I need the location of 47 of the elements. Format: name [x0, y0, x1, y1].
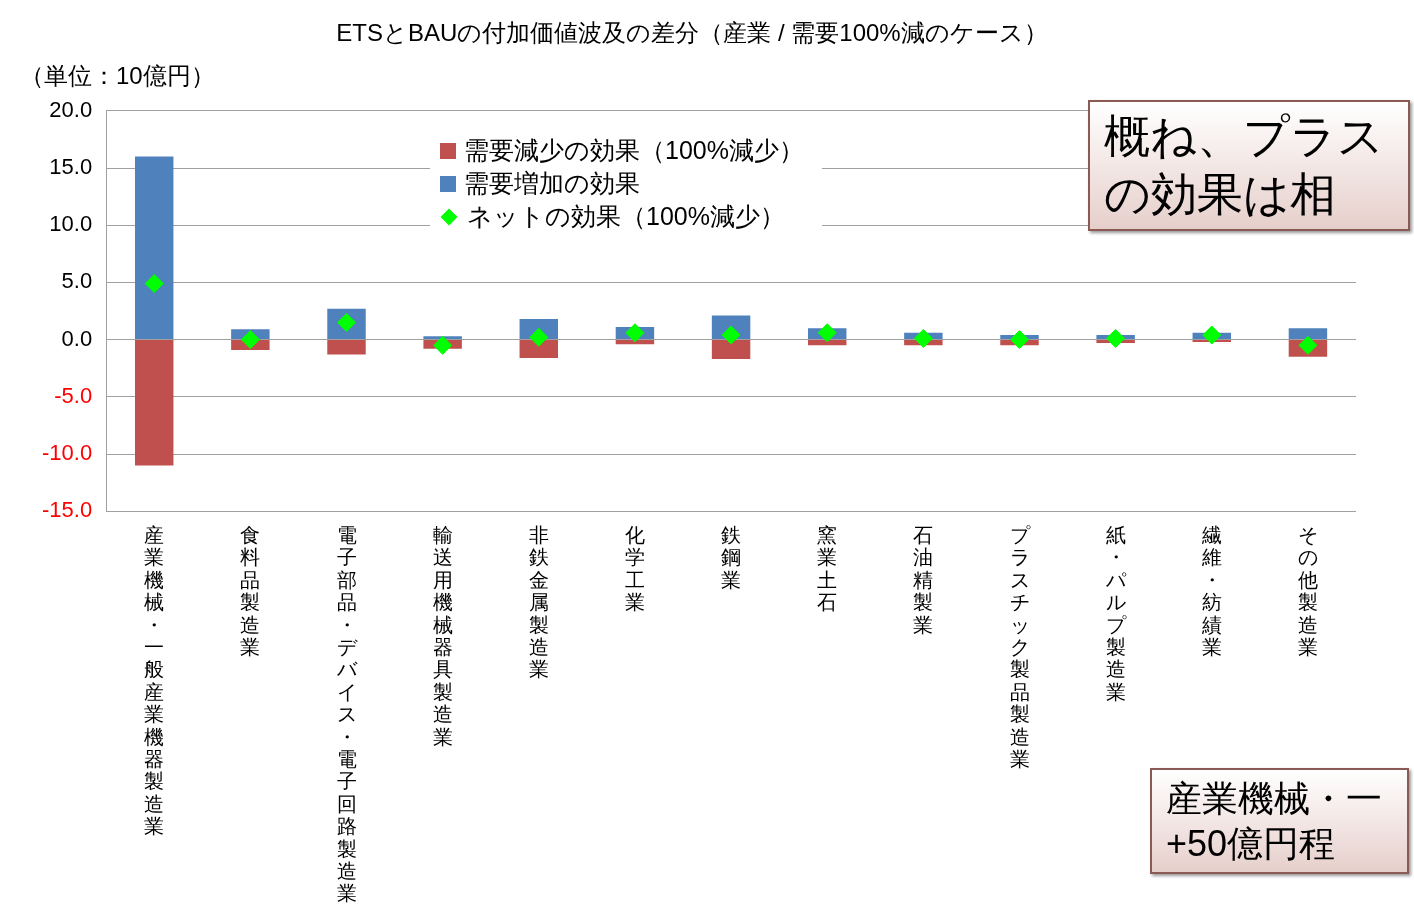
- bar: [134, 340, 174, 466]
- annotation: 概ね、プラスの効果は相: [1088, 100, 1410, 231]
- category-label: 産業機械・一般産業機器製造業: [144, 523, 165, 838]
- legend-label: 需要増加の効果: [464, 168, 640, 199]
- y-axis-title: （単位：10億円）: [20, 61, 215, 91]
- point: [1010, 330, 1029, 350]
- chart-title: ETSとBAUの付加価値波及の差分（産業 / 需要100%減のケース）: [336, 19, 1048, 47]
- x-tick-label: 鉄鋼業: [721, 523, 742, 591]
- y-tick-label: 10.0: [49, 211, 93, 237]
- point: [1298, 335, 1318, 355]
- x-tick-label: 紙・パルプ製造業: [1104, 523, 1127, 703]
- text: 産業機械・一+50億円程: [1150, 768, 1409, 874]
- point: [1202, 325, 1222, 345]
- x-tick-label: 食料品製造業: [240, 523, 261, 658]
- x-tick-label: 繊維・紡績業: [1200, 523, 1222, 658]
- bar: [711, 340, 751, 360]
- y-tick-label: -15.0: [41, 497, 93, 523]
- y-tick-label: 0.0: [61, 325, 93, 351]
- point: [240, 330, 260, 350]
- x-tick-label: 石油精製業: [913, 523, 934, 636]
- category-label: 電子部品・デバイス・電子回路製造業: [336, 523, 357, 905]
- x-tick-label: 非鉄金属製造業: [528, 523, 549, 681]
- legend-label: 需要減少の効果（100%減少）: [464, 135, 804, 166]
- y-tick-label: 20.0: [49, 96, 93, 122]
- y-tick-label: -10.0: [41, 440, 93, 466]
- x-tick-label: その他製造業: [1297, 523, 1318, 658]
- bar: [327, 340, 366, 355]
- y-tick-label: 5.0: [61, 268, 93, 294]
- bar: [519, 340, 559, 358]
- bar: [807, 340, 847, 346]
- point: [625, 323, 645, 343]
- point: [913, 328, 933, 348]
- x-tick-label: 窯業土石: [817, 523, 838, 614]
- category-label: 輸送用機械器具製造業: [432, 523, 453, 748]
- point: [817, 323, 837, 343]
- point: [1106, 328, 1126, 348]
- bar: [1288, 328, 1328, 340]
- point: [433, 335, 453, 355]
- category-label: プラスチック製品製造業: [1009, 523, 1030, 770]
- y-tick-label: -5.0: [54, 382, 93, 408]
- bar: [134, 156, 174, 340]
- bar: [615, 340, 655, 345]
- y-tick-label: 15.0: [49, 154, 93, 180]
- legend-label: ネットの効果（100%減少）: [467, 201, 785, 232]
- point: [144, 274, 164, 294]
- point: [529, 327, 549, 347]
- x-tick-label: 化学工業: [624, 523, 645, 614]
